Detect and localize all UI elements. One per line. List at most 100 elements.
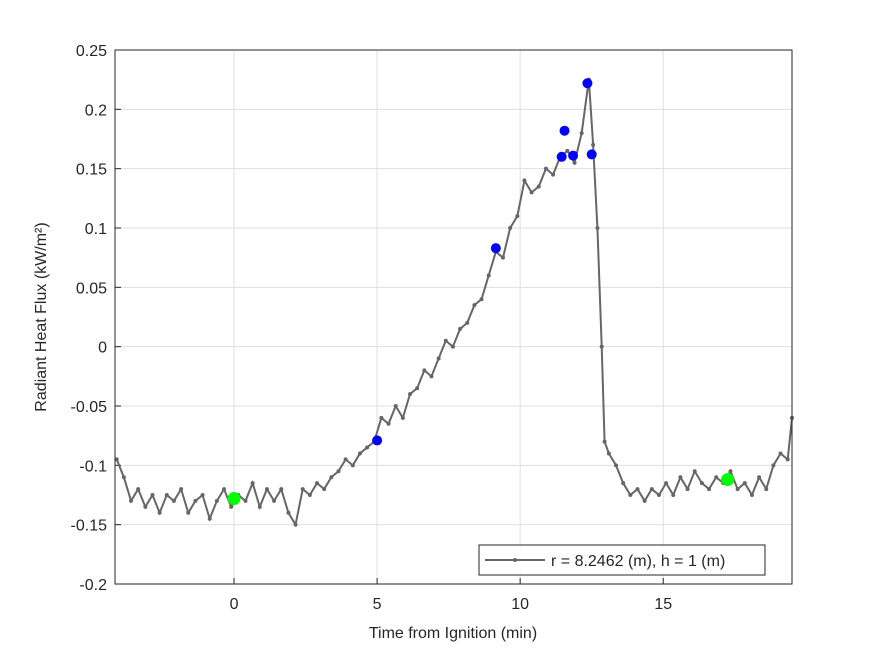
data-point <box>315 481 320 486</box>
data-point <box>307 493 312 497</box>
data-point <box>508 226 513 230</box>
y-tick-label: -0.15 <box>71 518 108 535</box>
data-point <box>579 131 584 136</box>
x-axis-label: Time from Ignition (min) <box>369 625 537 642</box>
y-axis-label: Radiant Heat Flux (kW/m²) <box>33 222 50 411</box>
data-line <box>115 79 793 528</box>
data-point <box>243 498 248 503</box>
axes-box <box>114 49 793 585</box>
data-point <box>551 172 556 177</box>
data-point <box>250 481 255 486</box>
data-point <box>707 487 712 492</box>
marker-point <box>556 151 567 162</box>
y-tick-label: 0.2 <box>85 102 107 119</box>
data-point <box>129 498 134 503</box>
data-point <box>379 415 384 420</box>
data-point <box>257 504 262 509</box>
data-point <box>436 356 441 361</box>
y-tick-label: 0.05 <box>76 280 107 297</box>
data-point <box>742 481 747 486</box>
legend-swatch-dot <box>513 558 517 562</box>
data-point <box>329 475 334 480</box>
data-point <box>536 184 541 189</box>
data-point <box>714 475 719 480</box>
data-point <box>357 451 362 456</box>
data-point <box>171 498 176 503</box>
data-point <box>621 481 626 486</box>
data-point <box>207 516 212 521</box>
data-point <box>322 487 327 492</box>
y-tick-label: -0.05 <box>71 399 108 416</box>
marker-point <box>568 150 579 161</box>
data-point <box>757 475 762 480</box>
data-point <box>422 368 427 373</box>
marker-point <box>559 125 570 136</box>
data-point <box>599 344 604 349</box>
y-tick-label: -0.1 <box>79 458 107 475</box>
data-point <box>606 451 611 456</box>
data-point <box>408 392 413 397</box>
data-point <box>393 404 398 408</box>
legend-label: r = 8.2462 (m), h = 1 (m) <box>551 553 725 570</box>
data-point <box>272 498 277 503</box>
y-tick-label: -0.2 <box>79 577 107 594</box>
data-point <box>472 303 477 308</box>
y-tick-label: 0 <box>98 340 107 357</box>
data-point <box>186 510 191 515</box>
data-point <box>764 487 769 492</box>
data-point <box>595 226 600 230</box>
data-point <box>264 487 269 492</box>
data-point <box>179 487 184 492</box>
data-point <box>515 214 520 219</box>
data-point <box>685 487 690 492</box>
data-point <box>671 493 676 497</box>
data-point <box>365 445 370 450</box>
data-point <box>121 475 126 480</box>
data-point <box>300 487 305 492</box>
data-point <box>458 326 463 331</box>
plot-area <box>115 50 792 584</box>
data-point <box>293 522 298 527</box>
marker-point <box>582 78 593 89</box>
data-point <box>450 344 455 349</box>
data-point <box>429 374 434 379</box>
data-point <box>200 493 205 497</box>
data-point <box>785 457 790 462</box>
data-point <box>614 463 619 468</box>
data-point <box>143 504 148 509</box>
marker-point <box>721 473 735 487</box>
data-point <box>136 487 141 492</box>
data-point <box>193 498 198 503</box>
data-point <box>400 415 405 420</box>
data-point <box>771 463 776 468</box>
data-point <box>656 493 661 497</box>
data-point <box>286 510 291 515</box>
data-point <box>664 481 669 486</box>
marker-point <box>490 243 501 254</box>
marker-point <box>227 492 241 506</box>
data-point <box>699 481 704 486</box>
data-point <box>229 504 234 509</box>
data-point <box>479 297 484 302</box>
x-tick-label: 15 <box>654 596 672 613</box>
data-point <box>543 166 548 171</box>
y-tick-label: 0.15 <box>76 162 107 179</box>
data-point <box>728 469 733 474</box>
data-point <box>565 148 570 153</box>
data-point <box>735 487 740 492</box>
data-point <box>642 498 647 503</box>
data-point <box>635 487 640 492</box>
marker-point <box>586 149 597 160</box>
data-point <box>415 386 420 391</box>
x-tick-label: 0 <box>230 596 239 613</box>
marker-point <box>372 435 383 446</box>
x-tick-label: 10 <box>511 596 529 613</box>
data-point <box>602 439 607 444</box>
data-point <box>465 320 470 325</box>
data-point <box>501 255 506 260</box>
data-point <box>522 178 527 183</box>
data-point <box>279 487 284 492</box>
data-point <box>150 493 155 497</box>
data-point <box>628 493 633 497</box>
data-point <box>443 338 448 343</box>
